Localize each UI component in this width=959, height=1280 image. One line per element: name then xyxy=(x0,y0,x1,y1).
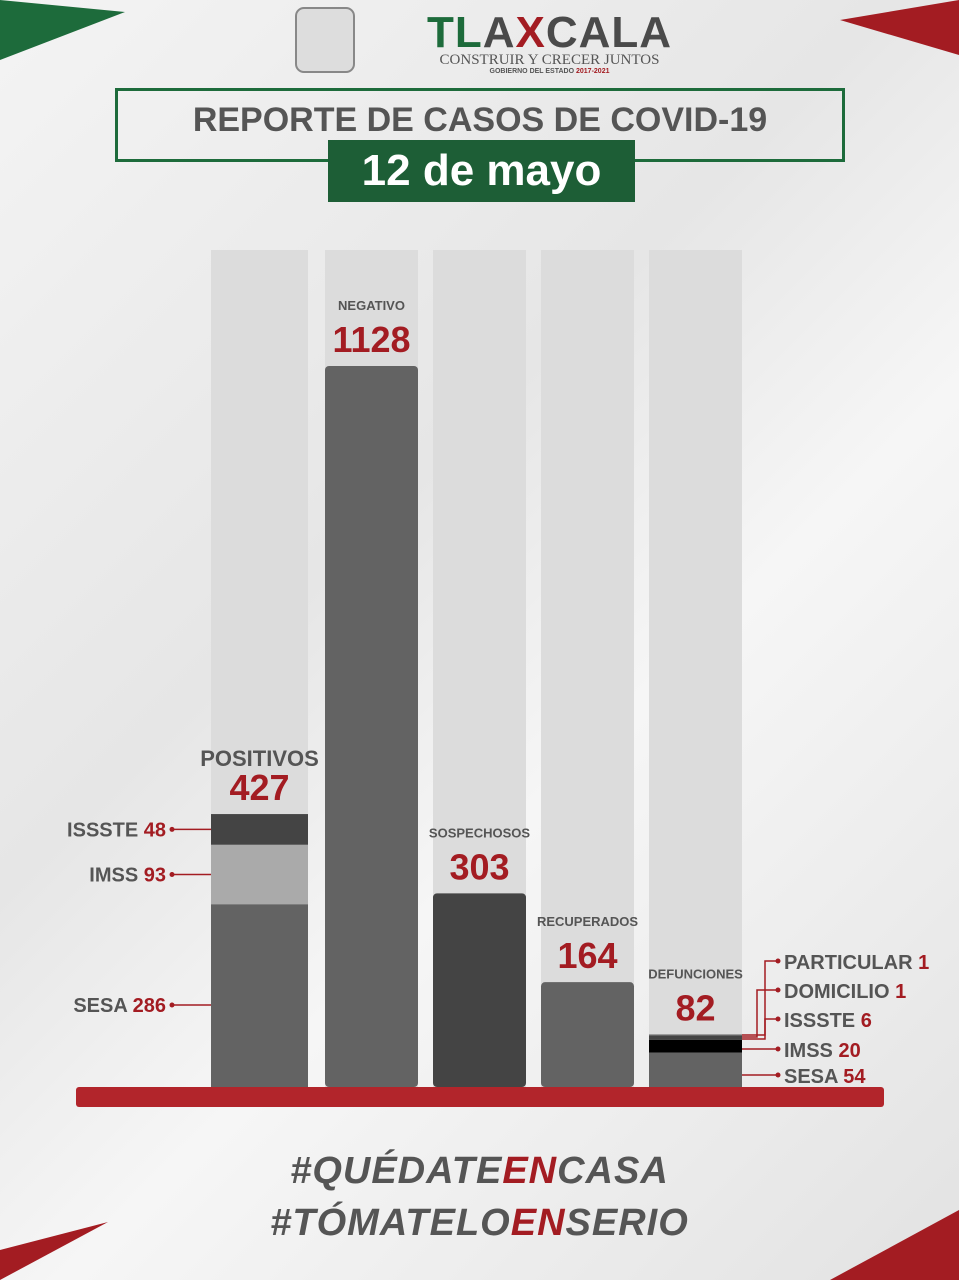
bar-sospechosos xyxy=(433,893,526,1087)
slogan: CONSTRUIR Y CRECER JUNTOS xyxy=(439,52,660,68)
bar-segment-sesa xyxy=(211,904,308,1087)
bar-recuperados xyxy=(541,982,634,1087)
bar-value: 1128 xyxy=(332,319,410,360)
callout-dot xyxy=(775,1046,781,1052)
corner-stripe xyxy=(840,0,959,55)
callout-value: 48 xyxy=(144,819,166,841)
callout-label: IMSS 20 xyxy=(784,1040,861,1062)
corner-stripe xyxy=(830,1210,959,1280)
page-title: REPORTE DE CASOS DE COVID-19 xyxy=(192,101,768,139)
crest-logo xyxy=(295,7,355,73)
bar-segment-imss xyxy=(211,844,308,905)
bar-value: 303 xyxy=(449,846,509,887)
bar-segment-issste xyxy=(211,814,308,845)
callout-line xyxy=(742,1018,778,1036)
bar-label: POSITIVOS xyxy=(200,746,319,771)
callout-value: 1 xyxy=(918,952,929,974)
bar-label: NEGATIVO xyxy=(338,298,405,313)
bar-segment-sesa xyxy=(649,1052,742,1087)
callout-line xyxy=(742,989,778,1038)
callout-dot xyxy=(775,1016,781,1022)
bar-segment-domicilio xyxy=(649,1035,742,1036)
callout-value: 54 xyxy=(843,1066,866,1088)
callout-dot xyxy=(775,958,781,964)
corner-stripe xyxy=(0,0,125,60)
report-date: 12 de mayo xyxy=(328,140,635,202)
bar-value: 164 xyxy=(557,935,617,976)
bar-value: 82 xyxy=(675,988,715,1029)
callout-dot xyxy=(169,826,175,832)
callout-value: 1 xyxy=(895,981,906,1003)
government-label: GOBIERNO DEL ESTADO 2017-2021 xyxy=(489,68,610,75)
callout-label: IMSS 93 xyxy=(89,864,166,886)
callout-dot xyxy=(169,1002,175,1008)
callout-value: 286 xyxy=(133,995,166,1017)
bar-segment-particular xyxy=(649,1034,742,1036)
callout-dot xyxy=(775,987,781,993)
bar-value: 427 xyxy=(229,767,289,808)
hashtag-2: #TÓMATELOENSERIO xyxy=(270,1202,689,1244)
callout-value: 6 xyxy=(861,1010,872,1032)
bar-background xyxy=(649,250,742,1087)
corner-stripe xyxy=(0,1222,108,1280)
bar-segment-imss xyxy=(649,1039,742,1053)
callout-label: DOMICILIO 1 xyxy=(784,981,906,1003)
bar-segment-issste xyxy=(649,1035,742,1040)
callout-label: SESA 54 xyxy=(784,1066,866,1088)
baseline-bar xyxy=(76,1087,884,1107)
callout-dot xyxy=(169,871,175,877)
callout-value: 20 xyxy=(838,1040,860,1062)
callout-label: ISSSTE 6 xyxy=(784,1010,872,1032)
callout-line xyxy=(742,960,778,1040)
callout-label: ISSSTE 48 xyxy=(67,819,166,841)
callout-label: SESA 286 xyxy=(73,995,166,1017)
bar-label: SOSPECHOSOS xyxy=(429,825,530,840)
bar-label: DEFUNCIONES xyxy=(648,967,743,982)
callout-dot xyxy=(775,1072,781,1078)
bar-label: RECUPERADOS xyxy=(537,914,638,929)
hashtag-1: #QUÉDATEENCASA xyxy=(290,1150,669,1192)
callout-label: PARTICULAR 1 xyxy=(784,952,929,974)
brand-logo: TLAXCALA xyxy=(426,8,673,57)
callout-value: 93 xyxy=(144,864,166,886)
bar-background xyxy=(541,250,634,1087)
bar-negativo xyxy=(325,366,418,1087)
